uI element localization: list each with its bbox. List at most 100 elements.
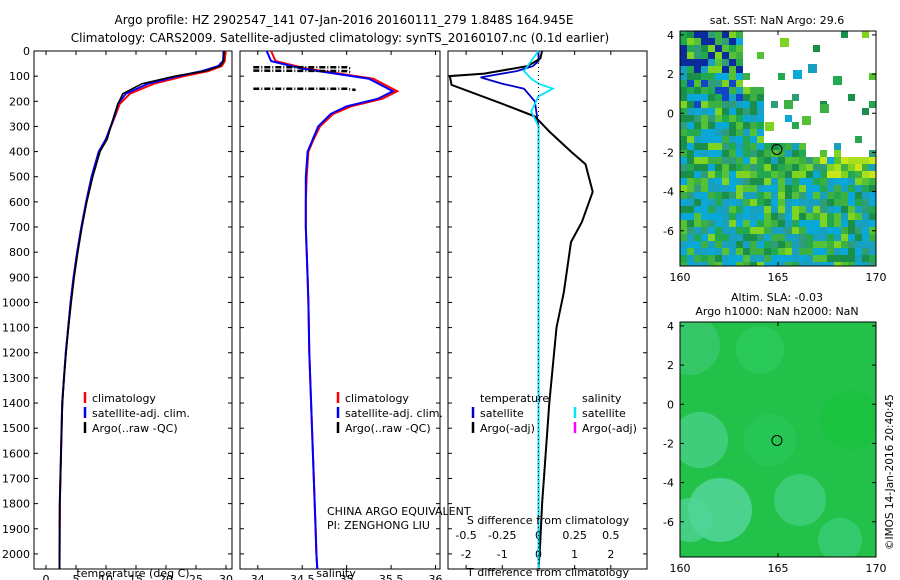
sst-cell — [848, 227, 855, 234]
sst-cell — [736, 129, 743, 136]
sst-cell — [827, 157, 834, 164]
sst-cell — [701, 178, 708, 185]
sst-cell — [694, 122, 701, 129]
sst-cell — [778, 157, 785, 164]
sst-cell — [757, 213, 764, 220]
sst-cell — [757, 185, 764, 192]
sst-cell — [778, 241, 785, 248]
sst-cell — [722, 220, 729, 227]
sst-cell — [813, 220, 820, 227]
sst-cell — [869, 220, 876, 227]
figure-title-line1: Argo profile: HZ 2902547_141 07-Jan-2016… — [115, 13, 574, 27]
salinity-tick-label: 35.5 — [379, 573, 404, 580]
sst-cell — [841, 220, 848, 227]
depth-tick-label: 1600 — [2, 447, 30, 460]
map-ytick-label: 4 — [667, 29, 674, 42]
sst-cell — [820, 185, 827, 192]
sst-cell — [729, 31, 736, 38]
salinity-series — [253, 50, 400, 570]
map-xtick-label: 165 — [768, 562, 789, 575]
sst-cell — [729, 192, 736, 199]
legend-label-s-argo: Argo(-adj) — [582, 422, 637, 435]
sst-cell — [743, 122, 750, 129]
sst-cell — [757, 178, 764, 185]
sst-cell — [813, 206, 820, 213]
sst-cell — [855, 185, 862, 192]
sst-cell — [750, 227, 757, 234]
sst-cell — [750, 199, 757, 206]
temperature-tick-label: 0 — [43, 573, 50, 580]
sst-cell — [820, 206, 827, 213]
sst-cell — [715, 255, 722, 262]
temperature-tick-label: 25 — [189, 573, 203, 580]
sst-cell — [722, 122, 729, 129]
sst-cell — [869, 171, 876, 178]
sst-cell — [743, 241, 750, 248]
sst-cell — [785, 157, 792, 164]
sst-cell — [813, 227, 820, 234]
sst-cell — [855, 227, 862, 234]
sst-cell — [694, 227, 701, 234]
sst-cell — [687, 115, 694, 122]
sst-cell — [694, 108, 701, 115]
sst-cell — [750, 129, 757, 136]
sst-cell — [687, 136, 694, 143]
sst-cell — [834, 213, 841, 220]
sst-cell — [855, 220, 862, 227]
sst-cell — [729, 94, 736, 101]
depth-tick-label: 900 — [9, 271, 30, 284]
sst-cell — [813, 178, 820, 185]
sst-cell — [799, 150, 806, 157]
sst-cell — [708, 80, 715, 87]
sst-cell — [708, 45, 715, 52]
sst-cell — [701, 206, 708, 213]
sst-cell — [827, 234, 834, 241]
sst-cell — [729, 206, 736, 213]
sla-blob — [820, 390, 876, 450]
sst-cell — [750, 94, 757, 101]
sst-cell — [743, 143, 750, 150]
sst-cell — [862, 255, 869, 262]
sst-cell — [680, 199, 687, 206]
sst-cell — [708, 129, 715, 136]
sst-cell — [757, 108, 764, 115]
sst-cell — [750, 248, 757, 255]
temperature-tick-label: 20 — [159, 573, 173, 580]
sst-cell — [743, 206, 750, 213]
sst-cell — [743, 157, 750, 164]
sst-cell — [680, 136, 687, 143]
sst-cell — [799, 234, 806, 241]
sst-cell — [757, 136, 764, 143]
sst-cell — [792, 157, 799, 164]
sst-cell — [792, 199, 799, 206]
sst-cell — [792, 192, 799, 199]
sst-cell — [680, 66, 687, 73]
sst-cell — [736, 136, 743, 143]
sst-cell — [715, 101, 722, 108]
sst-cell — [715, 171, 722, 178]
sst-cell — [722, 73, 729, 80]
sst-cell — [680, 101, 687, 108]
sst-cell — [729, 38, 736, 45]
sst-cell — [869, 101, 876, 108]
sst-cell — [778, 73, 785, 80]
sst-cell — [869, 178, 876, 185]
sst-cell — [862, 262, 869, 266]
sst-cell — [869, 213, 876, 220]
sst-cell — [708, 87, 715, 94]
sst-cell — [799, 262, 806, 266]
sst-cell — [764, 143, 771, 150]
map-ytick-label: 0 — [667, 398, 674, 411]
sst-cell — [771, 164, 778, 171]
sst-cell — [848, 213, 855, 220]
sst-cell — [841, 213, 848, 220]
sst-cell — [869, 150, 876, 157]
sst-cell — [841, 178, 848, 185]
map-ytick-label: 2 — [667, 359, 674, 372]
sst-cell — [855, 199, 862, 206]
sst-cell — [757, 164, 764, 171]
sst-cell — [792, 213, 799, 220]
sst-cell — [701, 52, 708, 59]
